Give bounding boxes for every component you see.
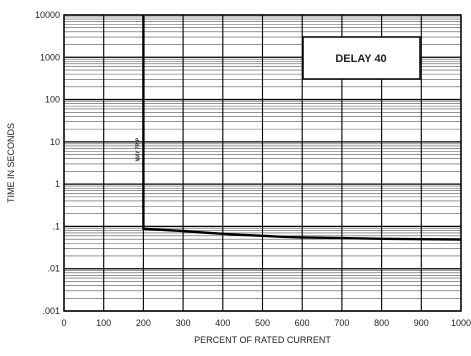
y-tick-label: 1000 [40,52,60,62]
y-axis-title: TIME IN SECONDS [6,123,16,203]
x-tick-label: 1000 [451,318,471,328]
series-layer [142,15,462,241]
x-tick-label: 900 [414,318,429,328]
x-tick-label: 700 [334,318,349,328]
legend-box [302,36,421,80]
x-tick-label: 800 [374,318,389,328]
plot-frame [63,14,462,312]
y-tick-label: 10000 [35,10,60,20]
y-tick-labels: .001 .01 .1 1 10 100 1000 10000 [35,10,60,316]
trip-curve-line [142,15,462,241]
annotation-layer: MAY TRIP [135,137,141,161]
x-tick-label: 100 [96,318,111,328]
x-axis-title: PERCENT OF RATED CURRENT [194,335,331,345]
x-tick-label: 300 [176,318,191,328]
y-tick-label: 10 [50,137,60,147]
y-tick-label: 100 [45,95,60,105]
x-tick-label: 600 [295,318,310,328]
plot-border [63,14,462,312]
x-tick-label: 500 [255,318,270,328]
x-tick-label: 200 [136,318,151,328]
legend: DELAY 40 [302,36,421,80]
x-tick-label: 400 [215,318,230,328]
y-tick-label: .1 [52,221,60,231]
x-tick-label: 0 [61,318,66,328]
y-tick-label: .001 [42,306,60,316]
legend-label: DELAY 40 [335,53,386,65]
y-tick-label: .01 [47,264,60,274]
y-tick-label: 1 [55,179,60,189]
may-trip-label: MAY TRIP [135,137,141,161]
x-tick-labels: 0 100 200 300 400 500 600 700 800 900 1000 [61,318,471,328]
